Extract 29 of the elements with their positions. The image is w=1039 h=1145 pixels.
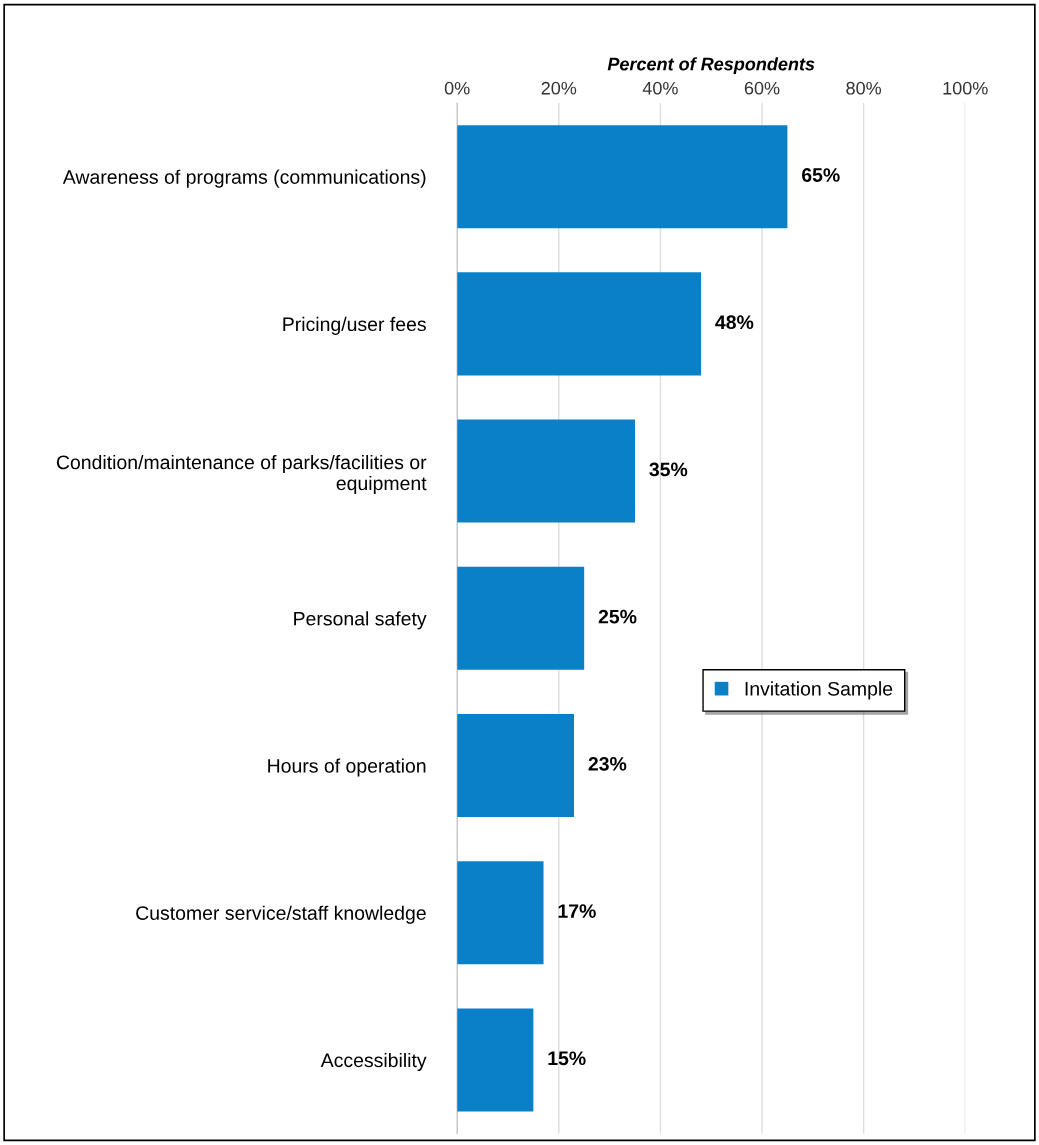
y-tick-label: Personal safety <box>294 611 427 630</box>
y-tick-label: Accessibility <box>320 1052 427 1072</box>
x-tick-label: 60% <box>744 81 780 95</box>
data-label: 48% <box>715 315 754 330</box>
data-label: 17% <box>558 904 596 918</box>
bar <box>457 861 544 965</box>
y-tick-label: Customer service/staff knowledge <box>136 905 426 924</box>
bar <box>457 566 585 670</box>
data-label: 35% <box>649 462 688 477</box>
x-tick-label: 80% <box>846 81 882 95</box>
data-label: 65% <box>802 168 840 182</box>
x-tick-label: 40% <box>642 81 678 95</box>
bar <box>457 1008 534 1112</box>
bar <box>457 125 788 229</box>
y-tick-label: Awareness of programs (communications) <box>62 169 426 188</box>
x-axis-title: Percent of Respondents <box>607 57 815 74</box>
data-label: 23% <box>588 756 627 771</box>
bar <box>457 272 702 376</box>
bar <box>457 713 575 818</box>
y-tick-label: Condition/maintenance of parks/facilities or equipment <box>56 454 427 495</box>
x-tick-label: 0% <box>444 81 470 95</box>
legend-label: Invitation Sample <box>745 681 893 700</box>
bar <box>457 419 635 523</box>
data-label: 15% <box>548 1051 586 1066</box>
data-label: 25% <box>598 609 637 624</box>
y-tick-label: Pricing/user fees <box>283 316 426 335</box>
y-tick-label: Hours of operation <box>268 758 426 777</box>
x-tick-label: 100% <box>943 81 988 95</box>
x-tick-label: 20% <box>541 81 577 95</box>
